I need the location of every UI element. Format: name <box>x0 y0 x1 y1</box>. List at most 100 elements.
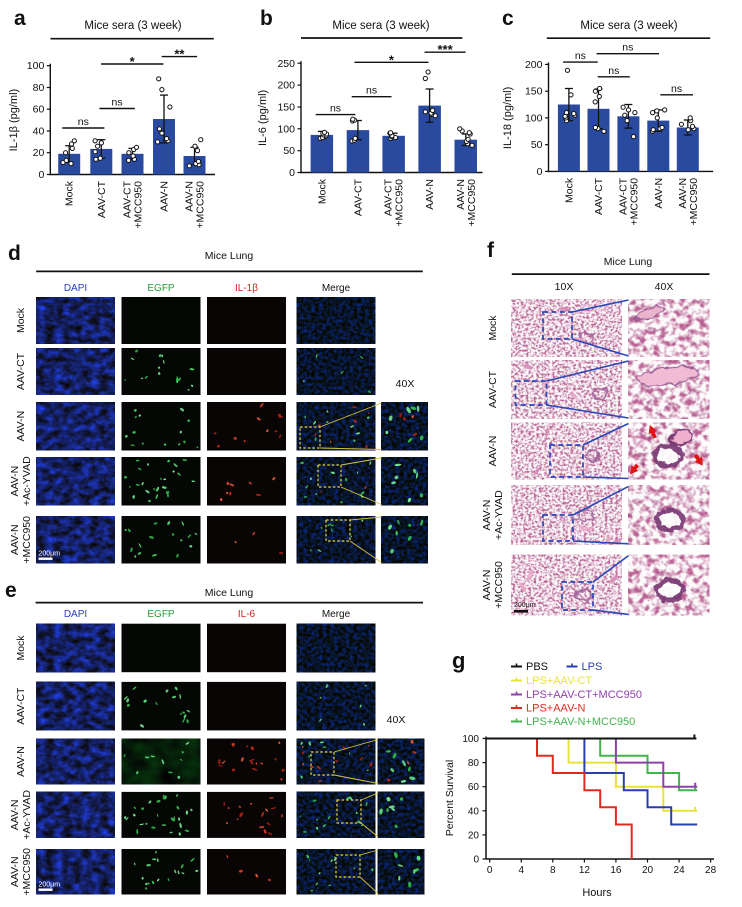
svg-text:150: 150 <box>277 102 295 114</box>
svg-text:0: 0 <box>473 855 479 866</box>
svg-text:100: 100 <box>27 60 45 72</box>
svg-text:AAV-N: AAV-N <box>9 800 21 831</box>
svg-text:0: 0 <box>289 167 295 179</box>
svg-text:16: 16 <box>610 865 622 876</box>
svg-text:Merge: Merge <box>322 283 351 294</box>
svg-text:+Ac-YVAD: +Ac-YVAD <box>21 790 33 840</box>
svg-text:b: b <box>260 7 273 30</box>
svg-text:+Ac-YVAD: +Ac-YVAD <box>21 456 33 506</box>
svg-text:PBS: PBS <box>526 661 548 673</box>
svg-text:20: 20 <box>642 865 654 876</box>
svg-text:AAV-N: AAV-N <box>455 179 467 210</box>
svg-text:AAV-N: AAV-N <box>677 178 689 209</box>
svg-text:Mock: Mock <box>487 315 499 341</box>
svg-text:Mock: Mock <box>15 635 27 661</box>
svg-text:AAV-CT: AAV-CT <box>593 177 605 215</box>
svg-text:AAV-N: AAV-N <box>9 466 21 497</box>
svg-text:IL-6: IL-6 <box>238 609 256 620</box>
svg-text:0: 0 <box>38 169 44 181</box>
svg-text:+MCC950: +MCC950 <box>21 516 33 564</box>
svg-text:40X: 40X <box>396 378 415 390</box>
svg-text:AAV-N: AAV-N <box>15 411 27 442</box>
svg-text:IL-6 (pg/ml): IL-6 (pg/ml) <box>257 90 269 146</box>
svg-text:80: 80 <box>468 758 480 769</box>
svg-text:60: 60 <box>33 104 45 116</box>
svg-text:Mice Lung: Mice Lung <box>205 250 254 262</box>
svg-text:ns: ns <box>78 116 89 128</box>
svg-text:LPS: LPS <box>582 661 603 673</box>
svg-text:ns: ns <box>622 42 633 54</box>
svg-text:Merge: Merge <box>322 609 351 620</box>
svg-text:8: 8 <box>550 865 556 876</box>
svg-text:+MCC950: +MCC950 <box>466 179 478 227</box>
svg-text:DAPI: DAPI <box>64 609 87 620</box>
svg-text:Mice Lung: Mice Lung <box>604 256 653 268</box>
svg-text:40: 40 <box>468 806 480 817</box>
svg-text:250: 250 <box>277 58 295 70</box>
svg-text:200: 200 <box>277 80 295 92</box>
svg-text:Mock: Mock <box>15 307 27 333</box>
svg-text:ns: ns <box>112 97 123 109</box>
svg-text:DAPI: DAPI <box>64 283 87 294</box>
svg-text:***: *** <box>438 42 454 57</box>
svg-text:Hours: Hours <box>582 887 612 899</box>
svg-text:20: 20 <box>33 147 45 159</box>
svg-text:ns: ns <box>366 85 377 97</box>
svg-text:+Ac-YVAD: +Ac-YVAD <box>493 490 505 540</box>
svg-text:c: c <box>502 7 514 30</box>
svg-text:EGFP: EGFP <box>147 609 175 620</box>
svg-text:200μm: 200μm <box>39 551 61 558</box>
svg-text:AAV-CT: AAV-CT <box>383 178 395 216</box>
svg-text:50: 50 <box>283 145 295 157</box>
svg-text:Mice sera (3 week): Mice sera (3 week) <box>580 20 677 32</box>
svg-text:AAV-CT: AAV-CT <box>617 177 629 215</box>
svg-text:0: 0 <box>537 166 543 178</box>
svg-text:AAV-N: AAV-N <box>159 181 171 212</box>
svg-text:20: 20 <box>468 830 480 841</box>
svg-text:Mock: Mock <box>64 180 76 206</box>
svg-text:AAV-N: AAV-N <box>184 181 196 212</box>
svg-text:AAV-CT: AAV-CT <box>15 687 27 725</box>
svg-text:+MCC950: +MCC950 <box>394 179 406 227</box>
svg-text:Mice Lung: Mice Lung <box>205 587 254 599</box>
svg-text:AAV-N: AAV-N <box>653 178 665 209</box>
svg-text:+MCC950: +MCC950 <box>493 561 505 609</box>
svg-text:AAV-CT: AAV-CT <box>352 178 364 216</box>
svg-text:10X: 10X <box>555 281 574 293</box>
svg-text:AAV-CT: AAV-CT <box>96 180 108 218</box>
svg-text:ns: ns <box>330 103 341 115</box>
svg-text:28: 28 <box>705 865 717 876</box>
svg-text:24: 24 <box>674 865 686 876</box>
svg-text:AAV-N: AAV-N <box>9 856 21 887</box>
svg-text:150: 150 <box>525 86 543 98</box>
svg-text:AAV-N: AAV-N <box>481 570 493 601</box>
svg-text:AAV-CT: AAV-CT <box>487 370 499 408</box>
svg-text:AAV-CT: AAV-CT <box>15 352 27 390</box>
svg-text:ns: ns <box>608 65 619 77</box>
svg-text:Percent Survival: Percent Survival <box>444 760 456 836</box>
svg-text:AAV-N: AAV-N <box>9 524 21 555</box>
svg-text:LPS+AAV-N+MCC950: LPS+AAV-N+MCC950 <box>526 716 635 728</box>
svg-text:*: * <box>130 54 136 69</box>
svg-text:0: 0 <box>487 865 493 876</box>
svg-text:+MCC950: +MCC950 <box>628 178 640 226</box>
svg-text:+MCC950: +MCC950 <box>133 181 145 229</box>
svg-text:+MCC950: +MCC950 <box>688 178 700 226</box>
svg-text:AAV-CT: AAV-CT <box>122 180 134 218</box>
svg-text:Mice sera (3 week): Mice sera (3 week) <box>332 20 429 32</box>
svg-text:IL-1β (pg/ml): IL-1β (pg/ml) <box>8 89 20 152</box>
svg-text:g: g <box>452 648 465 673</box>
svg-text:Mice sera (3 week): Mice sera (3 week) <box>84 20 181 32</box>
svg-text:f: f <box>487 239 495 262</box>
svg-text:AAV-N: AAV-N <box>15 746 27 777</box>
svg-text:200μm: 200μm <box>514 602 536 609</box>
svg-text:AAV-N: AAV-N <box>481 500 493 531</box>
svg-text:Mock: Mock <box>563 177 575 203</box>
svg-text:LPS+AAV-N: LPS+AAV-N <box>526 703 585 715</box>
svg-text:200: 200 <box>525 59 543 71</box>
svg-text:a: a <box>14 7 26 30</box>
svg-text:e: e <box>5 579 17 602</box>
svg-text:80: 80 <box>33 82 45 94</box>
svg-text:+MCC950: +MCC950 <box>21 848 33 896</box>
svg-text:100: 100 <box>525 112 543 124</box>
